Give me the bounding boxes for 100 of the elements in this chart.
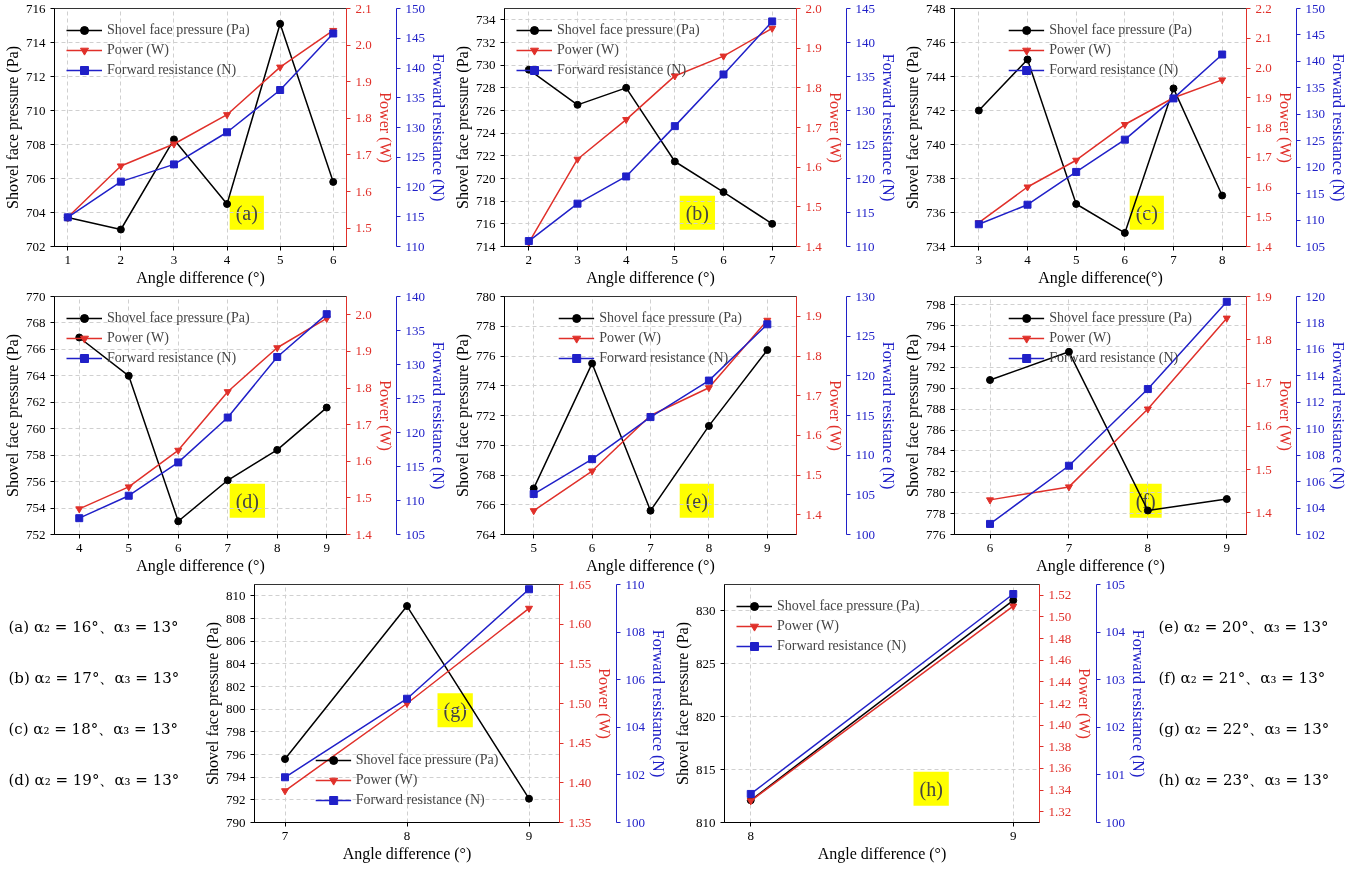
y-tick-label: 794 <box>926 338 946 354</box>
y-tick-label: 702 <box>26 238 46 254</box>
y-tick-label: 730 <box>476 57 496 73</box>
x-tick-label: 4 <box>223 251 231 267</box>
y2-tick-label: 1.50 <box>1048 608 1072 624</box>
y-tick-label: 746 <box>926 34 946 50</box>
legend-label: Power (W) <box>1049 330 1111 346</box>
x-tick-label: 8 <box>705 539 713 555</box>
y3-tick-label: 104 <box>625 719 646 735</box>
text: (a) α₂ = 16°、α₃ = 13° <box>8 618 179 637</box>
x-axis-title: Angle difference (°) <box>136 556 265 575</box>
y2-tick-label: 1.8 <box>1255 119 1272 135</box>
legend-label: Forward resistance (N) <box>355 792 485 808</box>
y-tick-label: 810 <box>696 814 716 830</box>
y3-axis-title: Forward resistance (N) <box>429 53 447 202</box>
y3-tick-label: 110 <box>625 576 645 592</box>
y3-tick-label: 125 <box>855 328 875 344</box>
y-tick-label: 738 <box>926 170 946 186</box>
y-tick-label: 748 <box>926 0 946 16</box>
y2-tick-label: 1.5 <box>355 220 372 236</box>
y3-tick-label: 100 <box>625 814 645 830</box>
y2-tick-label: 2.0 <box>355 37 372 53</box>
y-tick-label: 766 <box>476 496 496 512</box>
x-tick-label: 4 <box>1024 251 1032 267</box>
y2-tick-label: 1.32 <box>1048 803 1072 819</box>
y2-tick-label: 1.7 <box>355 146 373 162</box>
y3-tick-label: 130 <box>405 119 425 135</box>
y-tick-label: 778 <box>926 505 946 521</box>
y3-tick-label: 105 <box>855 486 875 502</box>
x-tick-label: 5 <box>1072 251 1080 267</box>
text: (e) α₂ = 20°、α₃ = 13° <box>1158 618 1329 637</box>
y-tick-label: 798 <box>926 296 946 312</box>
y2-tick-label: 2.2 <box>1255 0 1272 16</box>
y3-tick-label: 105 <box>1105 576 1125 592</box>
y3-tick-label: 135 <box>405 322 425 338</box>
annotation: (g) <box>443 699 467 723</box>
y3-tick-label: 116 <box>1305 341 1326 357</box>
y-tick-label: 782 <box>926 463 946 479</box>
legend-label: Power (W) <box>777 618 839 634</box>
text: (h) α₂ = 23°、α₃ = 13° <box>1158 770 1330 789</box>
x-tick-label: 6 <box>1121 251 1129 267</box>
y-tick-label: 722 <box>476 147 496 163</box>
y3-tick-label: 108 <box>1305 447 1325 463</box>
y3-tick-label: 120 <box>855 170 875 186</box>
y3-tick-label: 115 <box>855 407 875 423</box>
x-tick-label: 6 <box>329 251 337 267</box>
y2-tick-label: 1.5 <box>805 198 822 214</box>
y3-tick-label: 145 <box>855 0 875 16</box>
y2-tick-label: 1.6 <box>805 427 823 443</box>
y2-tick-label: 2.1 <box>1255 30 1272 46</box>
y2-tick-label: 1.5 <box>805 467 822 482</box>
x-tick-label: 3 <box>975 251 983 267</box>
x-axis-title: Angle difference (°) <box>586 268 715 287</box>
y2-tick-label: 1.9 <box>805 40 822 56</box>
x-tick-label: 6 <box>174 539 182 555</box>
y-tick-label: 744 <box>926 68 946 84</box>
y2-tick-label: 1.40 <box>1048 717 1072 733</box>
y3-tick-label: 135 <box>405 89 425 105</box>
y3-tick-label: 102 <box>1305 526 1325 542</box>
y3-tick-label: 115 <box>405 208 425 224</box>
y-tick-label: 820 <box>696 708 716 724</box>
y2-tick-label: 1.34 <box>1048 782 1072 798</box>
y2-tick-label: 1.48 <box>1048 630 1072 646</box>
y-tick-label: 764 <box>476 526 496 542</box>
y2-tick-label: 2.0 <box>1255 60 1272 75</box>
y3-tick-label: 100 <box>1105 814 1125 830</box>
y2-axis-title: Power (W) <box>1275 92 1294 163</box>
y2-tick-label: 1.45 <box>568 735 592 751</box>
y-tick-label: 776 <box>476 348 496 363</box>
x-tick-label: 8 <box>747 827 754 843</box>
y-tick-label: 774 <box>476 377 496 393</box>
x-tick-label: 6 <box>986 539 994 555</box>
y-tick-label: 772 <box>476 407 496 423</box>
y2-axis-title: Power (W) <box>595 668 614 739</box>
y2-tick-label: 1.9 <box>355 73 372 89</box>
x-tick-label: 7 <box>768 251 776 267</box>
y2-tick-label: 1.44 <box>1048 673 1072 689</box>
y-tick-label: 714 <box>476 238 496 254</box>
y-tick-label: 768 <box>476 467 496 482</box>
y-axis-title: Shovel face pressure (Pa) <box>4 45 22 210</box>
y3-tick-label: 140 <box>405 288 425 304</box>
y2-tick-label: 1.35 <box>568 814 592 830</box>
y2-tick-label: 2.0 <box>355 306 372 322</box>
y2-axis-title: Power (W) <box>1275 380 1294 451</box>
y2-axis-title: Power (W) <box>825 380 844 451</box>
y3-tick-label: 115 <box>855 204 875 220</box>
legend-label: Forward resistance (N) <box>107 62 237 78</box>
y3-tick-label: 150 <box>1305 0 1325 16</box>
y3-tick-label: 115 <box>1305 185 1325 201</box>
y2-tick-label: 1.6 <box>355 453 373 469</box>
y3-axis-title: Forward resistance (N) <box>1129 629 1147 778</box>
y2-tick-label: 1.8 <box>355 110 372 126</box>
annotation: (c) <box>1135 201 1158 225</box>
y3-tick-label: 106 <box>1305 473 1326 489</box>
y2-tick-label: 1.46 <box>1048 652 1072 668</box>
legend-label: Shovel face pressure (Pa) <box>557 22 700 38</box>
y2-tick-label: 1.52 <box>1048 587 1072 603</box>
x-axis-title: Angle difference (°) <box>586 556 715 575</box>
y-tick-label: 734 <box>926 238 946 254</box>
x-tick-label: 8 <box>1218 251 1226 267</box>
